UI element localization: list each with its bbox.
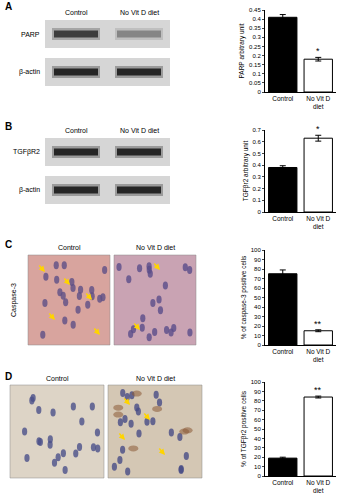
svg-text:*: * — [316, 46, 320, 56]
svg-text:PARP: PARP — [21, 31, 40, 38]
svg-text:Control: Control — [272, 215, 294, 222]
svg-text:No Vit Ddiet: No Vit Ddiet — [306, 348, 330, 363]
svg-text:0: 0 — [257, 473, 261, 479]
svg-text:0: 0 — [257, 342, 261, 348]
svg-text:100: 100 — [251, 379, 262, 385]
svg-text:**: ** — [314, 319, 322, 329]
svg-text:Control: Control — [58, 244, 81, 251]
svg-text:% of TGFβr2 positive cells: % of TGFβr2 positive cells — [240, 390, 248, 467]
svg-text:0.25: 0.25 — [249, 44, 261, 50]
svg-text:No Vit D diet: No Vit D diet — [120, 127, 159, 134]
svg-text:D: D — [5, 371, 12, 382]
svg-text:0.7: 0.7 — [252, 127, 261, 133]
svg-text:0.3: 0.3 — [252, 34, 261, 40]
svg-text:0.3: 0.3 — [252, 174, 261, 180]
svg-text:40: 40 — [254, 304, 261, 310]
svg-text:0.5: 0.5 — [252, 151, 261, 157]
svg-text:90: 90 — [254, 257, 261, 263]
svg-text:90: 90 — [254, 389, 261, 395]
svg-text:50: 50 — [254, 426, 261, 432]
svg-text:Control: Control — [46, 375, 69, 382]
svg-text:0: 0 — [257, 209, 261, 215]
svg-text:No Vit Ddiet: No Vit Ddiet — [306, 215, 330, 230]
svg-text:20: 20 — [254, 454, 261, 460]
svg-text:Control: Control — [65, 9, 88, 16]
svg-text:0.4: 0.4 — [252, 162, 261, 168]
svg-text:A: A — [5, 1, 12, 12]
svg-text:Control: Control — [272, 348, 294, 355]
svg-text:**: ** — [314, 385, 322, 395]
svg-text:40: 40 — [254, 436, 261, 442]
svg-text:100: 100 — [251, 247, 262, 253]
svg-text:0.6: 0.6 — [252, 139, 261, 145]
svg-text:30: 30 — [254, 314, 261, 320]
svg-text:30: 30 — [254, 445, 261, 451]
svg-text:β-actin: β-actin — [19, 68, 40, 76]
svg-text:0.1: 0.1 — [252, 71, 261, 77]
svg-text:*: * — [316, 124, 320, 134]
svg-text:No Vit D diet: No Vit D diet — [120, 9, 159, 16]
svg-text:0.05: 0.05 — [249, 80, 261, 86]
svg-text:80: 80 — [254, 266, 261, 272]
svg-text:20: 20 — [254, 323, 261, 329]
svg-text:10: 10 — [254, 464, 261, 470]
svg-text:TGFβR2: TGFβR2 — [13, 148, 40, 156]
svg-text:0.2: 0.2 — [252, 186, 261, 192]
svg-text:No Vit Ddiet: No Vit Ddiet — [306, 479, 330, 494]
svg-text:0.1: 0.1 — [252, 197, 261, 203]
svg-text:70: 70 — [254, 276, 261, 282]
svg-text:60: 60 — [254, 417, 261, 423]
svg-text:0.4: 0.4 — [252, 16, 261, 22]
svg-text:Control: Control — [272, 95, 294, 102]
svg-text:No Vit D diet: No Vit D diet — [136, 244, 175, 251]
svg-text:β-actin: β-actin — [19, 186, 40, 194]
svg-text:C: C — [5, 239, 12, 250]
svg-text:No Vit Ddiet: No Vit Ddiet — [306, 95, 330, 110]
svg-text:0.35: 0.35 — [249, 25, 261, 31]
svg-text:80: 80 — [254, 398, 261, 404]
svg-text:0.45: 0.45 — [249, 7, 261, 13]
svg-text:PARP arbitrary unit: PARP arbitrary unit — [238, 23, 246, 78]
svg-text:No Vit D diet: No Vit D diet — [136, 375, 175, 382]
svg-text:Control: Control — [272, 479, 294, 486]
svg-text:Control: Control — [65, 127, 88, 134]
svg-text:TGFβr2 arbitrary unit: TGFβr2 arbitrary unit — [242, 141, 250, 202]
svg-text:Caspase-3: Caspase-3 — [10, 283, 18, 317]
svg-text:10: 10 — [254, 333, 261, 339]
svg-text:0.15: 0.15 — [249, 62, 261, 68]
svg-text:0: 0 — [257, 89, 261, 95]
svg-text:70: 70 — [254, 407, 261, 413]
svg-text:B: B — [5, 121, 12, 132]
svg-text:0.2: 0.2 — [252, 53, 261, 59]
svg-text:50: 50 — [254, 295, 261, 301]
svg-text:60: 60 — [254, 285, 261, 291]
svg-text:% of caspase-3 positive cells: % of caspase-3 positive cells — [240, 255, 248, 339]
